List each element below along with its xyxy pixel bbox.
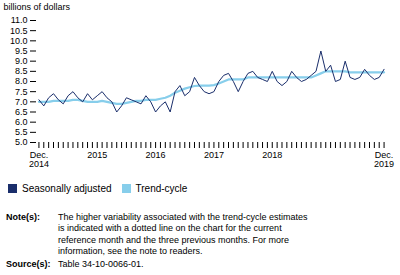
svg-text:Dec.2019: Dec.2019 [374, 150, 394, 169]
svg-text:8.5: 8.5 [15, 66, 28, 76]
html-text:Note(s):: Note(s): [6, 212, 40, 222]
svg-text:5.5: 5.5 [15, 127, 28, 137]
svg-text:8.0: 8.0 [15, 76, 28, 86]
svg-text:10.0: 10.0 [10, 36, 28, 46]
svg-text:2016: 2016 [146, 150, 166, 160]
svg-text:5.0: 5.0 [15, 137, 28, 147]
html-text:Trend-cycle: Trend-cycle [135, 183, 188, 194]
html-text:The higher variability associa: The higher variability associated with t… [58, 212, 308, 256]
html-text:Table 34-10-0066-01.: Table 34-10-0066-01. [58, 259, 144, 269]
svg-text:2015: 2015 [87, 150, 107, 160]
svg-text:9.5: 9.5 [15, 46, 28, 56]
svg-text:2018: 2018 [262, 150, 282, 160]
svg-text:7.5: 7.5 [15, 87, 28, 97]
svg-text:6.5: 6.5 [15, 107, 28, 117]
svg-text:10.5: 10.5 [10, 26, 28, 36]
html-text:Seasonally adjusted: Seasonally adjusted [22, 183, 112, 194]
html-text:Source(s):: Source(s): [6, 259, 51, 269]
svg-text:Dec.2014: Dec.2014 [29, 150, 49, 169]
svg-text:9.0: 9.0 [15, 56, 28, 66]
svg-text:7.0: 7.0 [15, 97, 28, 107]
svg-text:11.0: 11.0 [11, 15, 28, 25]
svg-text:6.0: 6.0 [15, 117, 28, 127]
svg-text:billions of dollars: billions of dollars [4, 2, 71, 12]
svg-text:2017: 2017 [204, 150, 224, 160]
